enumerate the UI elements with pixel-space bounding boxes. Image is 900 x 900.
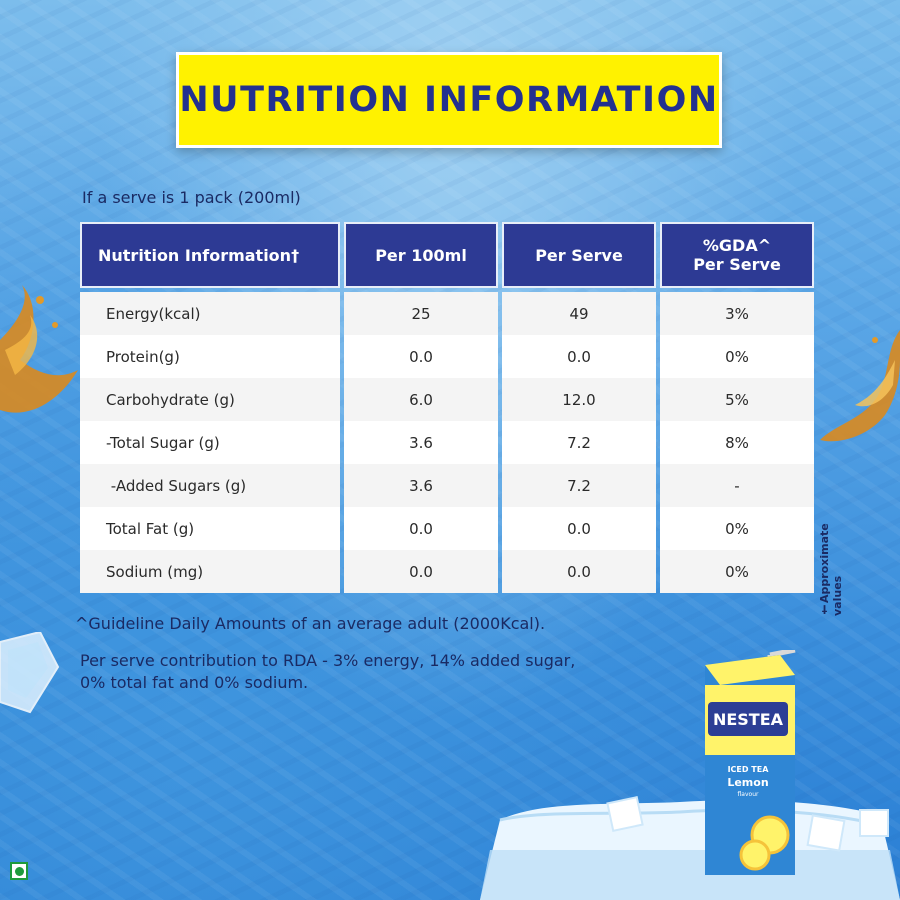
- tea-splash-icon: [0, 285, 78, 413]
- per-serve-value: 7.2: [502, 421, 656, 464]
- gda-value: 0%: [660, 507, 814, 550]
- per-serve-value: 49: [502, 292, 656, 335]
- per-serve-value: 0.0: [502, 507, 656, 550]
- nutrition-table: Nutrition Information† Per 100ml Per Ser…: [80, 222, 820, 593]
- per-serve-value: 7.2: [502, 464, 656, 507]
- header-nutrient: Nutrition Information†: [80, 222, 340, 288]
- gda-value: 0%: [660, 335, 814, 378]
- table-row: Energy(kcal) 25 49 3%: [80, 292, 820, 335]
- header-gda: %GDA^ Per Serve: [660, 222, 814, 288]
- gda-value: 8%: [660, 421, 814, 464]
- pack-brand: NESTEA: [713, 710, 784, 729]
- rda-footnote-line1: Per serve contribution to RDA - 3% energ…: [80, 651, 576, 670]
- nutrient-name: Carbohydrate (g): [80, 378, 340, 421]
- table-row: -Total Sugar (g) 3.6 7.2 8%: [80, 421, 820, 464]
- per-100ml-value: 0.0: [344, 550, 498, 593]
- veg-mark-icon: [10, 862, 28, 880]
- nutrient-name: -Total Sugar (g): [80, 421, 340, 464]
- nutrient-name: Energy(kcal): [80, 292, 340, 335]
- table-row: Protein(g) 0.0 0.0 0%: [80, 335, 820, 378]
- header-gda-line2: Per Serve: [693, 255, 781, 274]
- table-row: Sodium (mg) 0.0 0.0 0%: [80, 550, 820, 593]
- header-per-serve: Per Serve: [502, 222, 656, 288]
- approx-values-note: †Approximate values: [818, 523, 844, 616]
- rda-footnote: Per serve contribution to RDA - 3% energ…: [80, 650, 575, 694]
- table-row: Total Fat (g) 0.0 0.0 0%: [80, 507, 820, 550]
- pack-line1: ICED TEA: [728, 765, 770, 774]
- per-100ml-value: 0.0: [344, 507, 498, 550]
- per-serve-value: 12.0: [502, 378, 656, 421]
- gda-value: 5%: [660, 378, 814, 421]
- iceberg-icon: [480, 796, 900, 900]
- header-gda-line1: %GDA^: [702, 236, 772, 255]
- ice-cube-icon: [0, 632, 60, 714]
- table-row: Carbohydrate (g) 6.0 12.0 5%: [80, 378, 820, 421]
- per-100ml-value: 3.6: [344, 421, 498, 464]
- nutrient-name: -Added Sugars (g): [80, 464, 340, 507]
- per-100ml-value: 0.0: [344, 335, 498, 378]
- per-serve-value: 0.0: [502, 335, 656, 378]
- gda-value: 3%: [660, 292, 814, 335]
- per-100ml-value: 25: [344, 292, 498, 335]
- rda-footnote-line2: 0% total fat and 0% sodium.: [80, 673, 309, 692]
- nestea-pack-icon: NESTEA ICED TEA Lemon flavour: [705, 650, 796, 875]
- table-header-row: Nutrition Information† Per 100ml Per Ser…: [80, 222, 820, 288]
- pack-flavour-sub: flavour: [738, 791, 759, 798]
- tea-splash-icon: [820, 330, 900, 442]
- gda-footnote: ^Guideline Daily Amounts of an average a…: [75, 614, 546, 633]
- header-per-100ml: Per 100ml: [344, 222, 498, 288]
- gda-value: -: [660, 464, 814, 507]
- per-100ml-value: 3.6: [344, 464, 498, 507]
- title-banner: NUTRITION INFORMATION: [176, 52, 722, 148]
- table-row: -Added Sugars (g) 3.6 7.2 -: [80, 464, 820, 507]
- gda-value: 0%: [660, 550, 814, 593]
- nutrient-name: Total Fat (g): [80, 507, 340, 550]
- per-100ml-value: 6.0: [344, 378, 498, 421]
- nutrient-name: Protein(g): [80, 335, 340, 378]
- serve-note: If a serve is 1 pack (200ml): [82, 188, 301, 207]
- nutrient-name: Sodium (mg): [80, 550, 340, 593]
- page-title: NUTRITION INFORMATION: [179, 80, 719, 120]
- pack-flavour: Lemon: [727, 776, 768, 789]
- per-serve-value: 0.0: [502, 550, 656, 593]
